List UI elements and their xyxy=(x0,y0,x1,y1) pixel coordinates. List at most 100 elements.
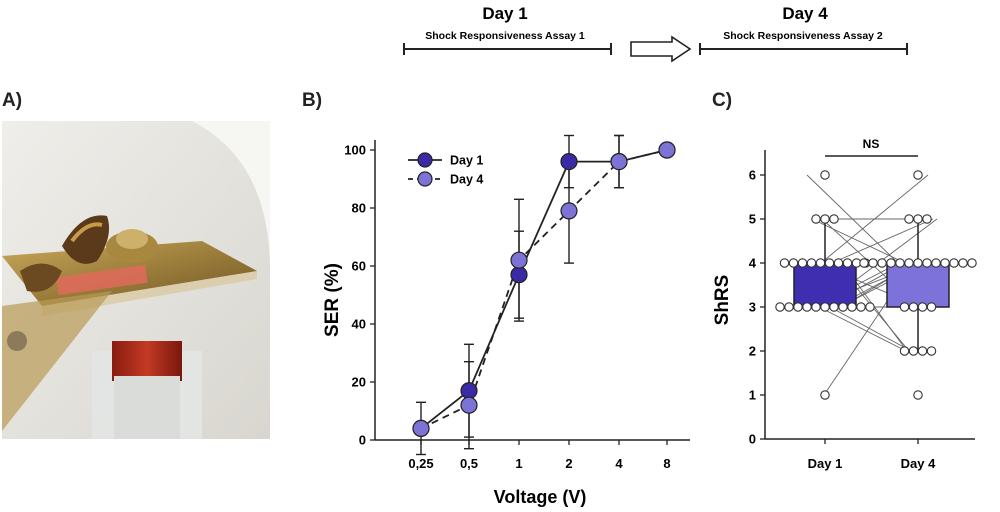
shrs-point-day-4 xyxy=(877,258,887,268)
shrs-y-tick-label: 1 xyxy=(749,388,756,403)
shrs-point-day-4 xyxy=(904,258,914,268)
shrs-y-tick-label: 6 xyxy=(749,168,756,183)
shrs-point-day-1 xyxy=(829,302,839,312)
shrs-point-day-4 xyxy=(868,258,878,268)
shrs-point-day-1 xyxy=(856,302,866,312)
shrs-point-day-1 xyxy=(824,258,835,268)
ser-x-axis-label: Voltage (V) xyxy=(494,487,587,507)
timeline-assay1-label: Shock Responsiveness Assay 1 xyxy=(425,30,585,42)
shrs-box-rect xyxy=(886,262,950,308)
shrs-point-day-1 xyxy=(820,390,830,400)
bee-harness-photo xyxy=(2,121,270,439)
timeline-arrow-icon xyxy=(630,35,692,63)
ser-y-tick-label: 0 xyxy=(359,433,366,448)
shrs-point-day-4 xyxy=(859,258,869,268)
shrs-point-day-1 xyxy=(797,258,808,268)
timeline-bracket-2 xyxy=(699,43,908,55)
ser-y-axis-label: SER (%) xyxy=(322,263,343,337)
shrs-point-day-1 xyxy=(779,258,790,268)
ser-y-tick-label: 20 xyxy=(352,375,366,390)
ser-x-ticks: 0,25 0,5 1 2 4 8 xyxy=(408,440,671,471)
ser-point-day-1 xyxy=(560,153,578,171)
shrs-point-day-1 xyxy=(820,214,830,224)
shrs-point-day-4 xyxy=(922,258,932,268)
shrs-y-tick-label: 5 xyxy=(749,212,756,227)
timeline-day4-label: Day 4 xyxy=(782,4,828,23)
ser-legend-label: Day 1 xyxy=(450,154,483,168)
shrs-point-day-1 xyxy=(775,302,785,312)
shrs-point-day-1 xyxy=(802,302,812,312)
ser-x-tick-label: 0,25 xyxy=(408,456,433,471)
shrs-point-day-4 xyxy=(931,258,941,268)
shrs-point-day-1 xyxy=(820,170,830,180)
shrs-y-tick-label: 2 xyxy=(749,344,756,359)
panel-b-label: B) xyxy=(302,90,323,111)
shrs-pair-line xyxy=(811,218,906,264)
ser-legend-marker xyxy=(417,171,433,187)
ser-series xyxy=(412,134,676,456)
ser-point-day-4 xyxy=(610,153,628,171)
shrs-point-day-4 xyxy=(958,258,968,268)
shrs-point-day-4 xyxy=(967,258,977,268)
panel-c-label: C) xyxy=(712,90,733,111)
shrs-point-day-4 xyxy=(949,258,959,268)
shrs-y-tick-label: 0 xyxy=(749,432,756,447)
shrs-x-tick-label: Day 4 xyxy=(901,456,936,471)
shrs-point-day-4 xyxy=(913,258,923,268)
shrs-point-day-4 xyxy=(899,346,910,356)
shrs-point-day-1 xyxy=(811,302,821,312)
ser-x-tick-label: 2 xyxy=(565,456,572,471)
shrs-point-day-4 xyxy=(904,214,914,224)
shrs-point-day-4 xyxy=(913,390,923,400)
ns-bracket: NS xyxy=(825,137,918,157)
shrs-y-tick-label: 4 xyxy=(749,256,757,271)
shrs-x-ticks: Day 1 Day 4 xyxy=(808,439,936,471)
ser-x-tick-label: 1 xyxy=(515,456,522,471)
shrs-pair-line xyxy=(831,218,934,264)
ser-point-day-4 xyxy=(412,419,430,437)
timeline-bracket-1 xyxy=(403,43,612,55)
shrs-point-day-4 xyxy=(899,302,910,312)
shrs-point-day-4 xyxy=(913,214,923,224)
shrs-point-day-1 xyxy=(829,214,839,224)
shrs-point-day-4 xyxy=(926,346,937,356)
shrs-boxes xyxy=(793,219,950,351)
ser-axes xyxy=(374,140,690,441)
shrs-point-day-1 xyxy=(784,302,794,312)
shrs-point-day-4 xyxy=(917,346,928,356)
shrs-y-tick-label: 3 xyxy=(749,300,756,315)
ser-legend: Day 1 Day 4 xyxy=(408,152,483,187)
shrs-point-day-1 xyxy=(842,258,853,268)
ser-y-ticks: 0 20 40 60 80 100 xyxy=(344,143,375,448)
ser-point-day-4 xyxy=(510,251,528,269)
timeline-assay2-label: Shock Responsiveness Assay 2 xyxy=(723,30,883,42)
shrs-point-day-4 xyxy=(922,214,932,224)
timeline-day1-label: Day 1 xyxy=(482,4,527,23)
shrs-pair-line xyxy=(829,306,912,352)
timeline: Day 1 Shock Responsiveness Assay 1 Day 4… xyxy=(403,4,908,63)
shrs-point-day-4 xyxy=(908,346,919,356)
shrs-point-day-1 xyxy=(833,258,844,268)
shrs-box-day-4 xyxy=(886,219,950,351)
ser-y-tick-label: 60 xyxy=(352,259,366,274)
shrs-point-day-1 xyxy=(793,302,803,312)
ser-point-day-4 xyxy=(460,396,478,414)
shrs-points xyxy=(775,170,977,400)
shrs-x-tick-label: Day 1 xyxy=(808,456,843,471)
ser-legend-label: Day 4 xyxy=(450,173,483,187)
ser-x-tick-label: 4 xyxy=(615,456,623,471)
shrs-point-day-1 xyxy=(847,302,857,312)
ns-annotation: NS xyxy=(863,137,880,151)
ser-y-tick-label: 100 xyxy=(344,143,366,158)
ser-y-tick-label: 80 xyxy=(352,201,366,216)
shrs-pair-line xyxy=(818,306,907,352)
shrs-point-day-1 xyxy=(865,302,875,312)
shrs-point-day-4 xyxy=(895,258,905,268)
shrs-point-day-4 xyxy=(913,170,923,180)
shrs-point-day-1 xyxy=(820,302,830,312)
shrs-pair-line xyxy=(820,174,929,264)
shrs-point-day-4 xyxy=(917,302,928,312)
ser-line-day-4 xyxy=(420,149,668,430)
ser-point-day-4 xyxy=(658,141,676,159)
ser-x-tick-label: 8 xyxy=(663,456,670,471)
